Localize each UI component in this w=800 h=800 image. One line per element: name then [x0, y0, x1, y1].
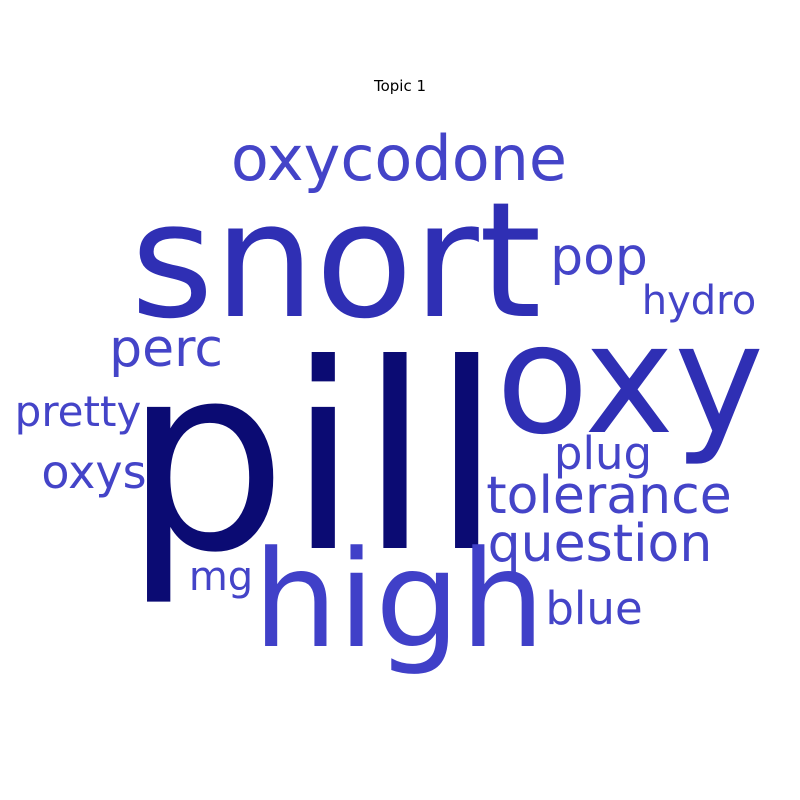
- word-plug: plug: [554, 427, 652, 480]
- word-pop: pop: [550, 227, 648, 287]
- word-mg: mg: [189, 554, 253, 600]
- word-tolerance: tolerance: [486, 466, 731, 526]
- word-oxy: oxy: [496, 291, 764, 468]
- chart-title: Topic 1: [373, 77, 427, 95]
- word-pill: pill: [124, 309, 503, 609]
- word-oxycodone: oxycodone: [231, 122, 567, 195]
- word-blue: blue: [545, 582, 642, 635]
- word-pretty: pretty: [15, 387, 142, 436]
- word-hydro: hydro: [642, 278, 756, 324]
- word-high: high: [253, 522, 545, 678]
- word-perc: perc: [109, 319, 223, 379]
- word-question: question: [488, 514, 713, 574]
- word-oxys: oxys: [41, 445, 146, 499]
- word-snort: snort: [130, 167, 541, 354]
